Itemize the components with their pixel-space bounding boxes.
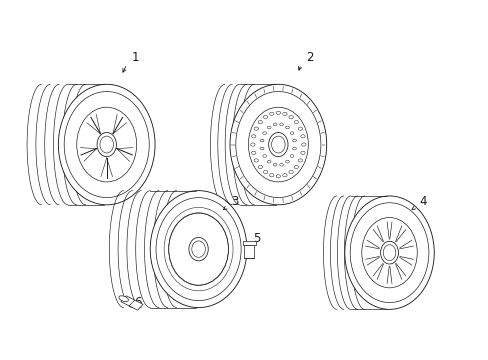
Circle shape	[260, 139, 264, 142]
Ellipse shape	[168, 213, 228, 285]
Circle shape	[251, 135, 255, 138]
Circle shape	[292, 139, 296, 142]
Circle shape	[279, 123, 283, 126]
Text: 3: 3	[231, 195, 238, 208]
Ellipse shape	[150, 191, 246, 307]
Circle shape	[294, 165, 298, 168]
Ellipse shape	[188, 238, 208, 261]
Circle shape	[269, 174, 273, 177]
Ellipse shape	[77, 107, 137, 182]
Circle shape	[282, 174, 286, 177]
Ellipse shape	[229, 84, 326, 205]
Circle shape	[263, 116, 267, 119]
Text: 6: 6	[134, 296, 142, 309]
Ellipse shape	[344, 196, 433, 309]
Circle shape	[273, 123, 276, 126]
Circle shape	[258, 121, 262, 124]
Circle shape	[262, 132, 266, 135]
Bar	[242, 240, 256, 245]
Circle shape	[254, 127, 258, 130]
Circle shape	[289, 132, 293, 135]
Circle shape	[251, 151, 255, 154]
Circle shape	[262, 155, 266, 157]
Bar	[244, 244, 254, 258]
Circle shape	[276, 111, 280, 114]
Circle shape	[301, 143, 305, 146]
Circle shape	[250, 143, 255, 146]
Circle shape	[288, 171, 293, 174]
Ellipse shape	[380, 241, 398, 264]
Ellipse shape	[248, 107, 308, 182]
Polygon shape	[121, 296, 143, 310]
Circle shape	[300, 135, 305, 138]
Text: 4: 4	[419, 195, 426, 208]
Ellipse shape	[58, 84, 155, 205]
Circle shape	[300, 151, 305, 154]
Circle shape	[263, 171, 267, 174]
Circle shape	[292, 147, 296, 150]
Circle shape	[254, 159, 258, 162]
Circle shape	[258, 165, 262, 168]
Ellipse shape	[97, 132, 116, 157]
Text: 1: 1	[132, 51, 139, 64]
Circle shape	[289, 155, 293, 157]
Circle shape	[288, 116, 293, 119]
Ellipse shape	[268, 132, 287, 157]
Circle shape	[285, 126, 289, 129]
Circle shape	[267, 160, 270, 163]
Circle shape	[269, 112, 273, 116]
Circle shape	[260, 147, 264, 150]
Circle shape	[267, 126, 270, 129]
Circle shape	[298, 127, 302, 130]
Ellipse shape	[361, 217, 416, 288]
Circle shape	[273, 163, 276, 166]
Text: 5: 5	[252, 232, 260, 245]
Ellipse shape	[119, 296, 128, 302]
Circle shape	[294, 121, 298, 124]
Circle shape	[276, 175, 280, 178]
Circle shape	[279, 163, 283, 166]
Circle shape	[282, 112, 286, 116]
Text: 2: 2	[305, 51, 313, 64]
Circle shape	[298, 159, 302, 162]
Circle shape	[285, 160, 289, 163]
